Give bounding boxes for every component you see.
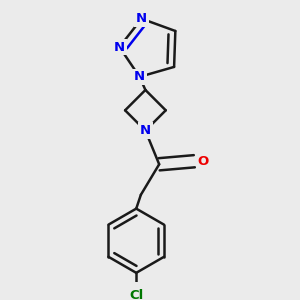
Text: N: N — [134, 70, 145, 83]
Text: N: N — [114, 40, 125, 53]
Text: Cl: Cl — [129, 289, 143, 300]
Text: O: O — [197, 155, 208, 168]
Text: N: N — [136, 12, 147, 25]
Text: N: N — [140, 124, 151, 137]
